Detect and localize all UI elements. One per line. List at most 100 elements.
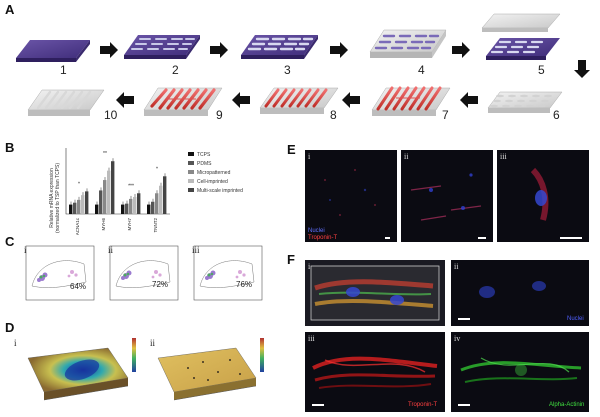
micrograph-f-iv-alpha-actinin-label: Alpha-Actinin bbox=[549, 402, 585, 408]
bar bbox=[85, 191, 89, 214]
x-tick-label: MYH7 bbox=[127, 218, 132, 231]
panel-c-ii-percentage: 72% bbox=[152, 280, 169, 289]
step-9-cell-alignment bbox=[143, 87, 223, 116]
significance-mark: ** bbox=[103, 151, 107, 157]
micrograph-f-iii-troponin-label: Troponin-T bbox=[408, 402, 438, 408]
panel-c-letter: C bbox=[5, 234, 15, 249]
bar bbox=[111, 161, 115, 214]
panel-e-letter: E bbox=[287, 142, 296, 157]
panel-d-ii-label: ii bbox=[150, 338, 156, 348]
bar bbox=[137, 193, 141, 214]
legend-swatch bbox=[188, 170, 194, 174]
panel-d-letter: D bbox=[5, 320, 15, 335]
step-2-seeded-substrate bbox=[124, 35, 200, 59]
scale-bar bbox=[458, 318, 470, 320]
panel-c-i-label: i bbox=[24, 245, 27, 255]
legend-swatch bbox=[188, 152, 194, 156]
process-arrows bbox=[100, 42, 590, 108]
bar bbox=[69, 204, 73, 214]
panel-e-ii-label: ii bbox=[404, 152, 409, 161]
micrograph-f-iv-image bbox=[460, 357, 582, 383]
legend-swatch bbox=[188, 188, 194, 192]
step-label-7: 7 bbox=[442, 108, 449, 122]
panel-f-i-label: i bbox=[308, 262, 311, 271]
panel-f-iii-label: iii bbox=[308, 334, 315, 343]
legend-label: PDMS bbox=[197, 161, 212, 167]
panel-a-letter: A bbox=[5, 2, 15, 17]
micrograph-e-i-nuclei-label: Nuclei bbox=[308, 228, 325, 234]
micrograph-f-ii-nuclei-label: Nuclei bbox=[567, 316, 584, 322]
micrograph-f-ii-image bbox=[479, 281, 546, 298]
panel-d-i-label: i bbox=[14, 338, 17, 348]
step-label-9: 9 bbox=[216, 108, 223, 122]
micrograph-f-ii bbox=[451, 260, 589, 326]
significance-mark: *** bbox=[128, 183, 134, 189]
micrograph-f-i-image bbox=[310, 265, 440, 321]
bar bbox=[129, 198, 133, 214]
bar bbox=[99, 190, 103, 214]
bar bbox=[151, 201, 155, 214]
step-3-patterned-substrate bbox=[241, 35, 318, 59]
panel-c-iii-label: iii bbox=[192, 245, 200, 255]
panel-f-letter: F bbox=[287, 252, 295, 267]
bar bbox=[133, 197, 137, 214]
panel-c-ii-label: ii bbox=[108, 245, 114, 255]
chart-ylabel-line2: (normalized to TSP than TCPS) bbox=[55, 163, 61, 233]
bar bbox=[73, 202, 77, 214]
significance-mark: * bbox=[156, 166, 158, 172]
panel-c-i-percentage: 64% bbox=[70, 282, 87, 291]
step-label-6: 6 bbox=[553, 108, 560, 122]
panel-f-ii-label: ii bbox=[454, 262, 459, 271]
legend-label: Multi-scale imprinted bbox=[197, 188, 243, 194]
bar bbox=[81, 195, 85, 214]
step-label-4: 4 bbox=[418, 63, 425, 77]
flow-plot-iii bbox=[193, 245, 263, 301]
flow-plot-i bbox=[25, 245, 95, 301]
step-5-mold-peeling bbox=[481, 13, 561, 60]
panel-f-iv-label: iv bbox=[454, 334, 461, 343]
x-tick-label: TNNT2 bbox=[153, 218, 158, 233]
flow-cytometry-plots bbox=[25, 245, 263, 301]
micrograph-e-ii bbox=[401, 150, 493, 242]
micrograph-f-iv bbox=[451, 332, 589, 412]
step-label-2: 2 bbox=[172, 63, 179, 77]
bar bbox=[155, 193, 159, 214]
legend-label: Micropatterned bbox=[197, 170, 231, 176]
step-7-cell-seeding bbox=[371, 86, 451, 116]
step-label-1: 1 bbox=[60, 63, 67, 77]
fabrication-schematic bbox=[16, 13, 590, 116]
bar bbox=[159, 185, 163, 214]
scale-bar bbox=[458, 404, 470, 406]
micrograph-e-ii-image bbox=[410, 173, 482, 221]
bar bbox=[95, 204, 99, 214]
panel-e-iii-label: iii bbox=[500, 152, 507, 161]
step-label-8: 8 bbox=[330, 108, 337, 122]
x-tick-label: CACNA1c bbox=[75, 217, 80, 235]
micrograph-e-i-troponin-label: Troponin-T bbox=[308, 235, 338, 241]
step-8-cell-culture bbox=[259, 87, 339, 114]
bar bbox=[147, 204, 151, 214]
scale-bar bbox=[385, 237, 390, 239]
step-10-final-substrate bbox=[27, 89, 105, 116]
micrograph-f-i bbox=[305, 260, 445, 326]
micrograph-e-i-image bbox=[324, 169, 376, 216]
micrograph-e-iii bbox=[497, 150, 589, 242]
chart-legend: TCPS PDMS Micropatterned Cell-imprinted Mult… bbox=[188, 152, 243, 194]
micrograph-e-i bbox=[305, 150, 397, 242]
flow-plot-ii bbox=[109, 245, 179, 301]
step-6-imprinted-mold bbox=[487, 91, 563, 113]
panel-c-iii-percentage: 76% bbox=[236, 280, 253, 289]
step-label-3: 3 bbox=[284, 63, 291, 77]
bar bbox=[121, 204, 125, 214]
step-1-substrate bbox=[16, 40, 90, 62]
scale-bar bbox=[312, 404, 324, 406]
chart-ylabel-line1: Relative mRNA expression bbox=[49, 168, 55, 228]
topography-plots bbox=[27, 338, 264, 401]
panel-e-i-label: i bbox=[308, 152, 311, 161]
mrna-bar-chart: CACNA1c * MYH6 ** MYH7 *** TNNT2 * Relative mRN… bbox=[49, 148, 243, 235]
bar bbox=[125, 203, 129, 214]
topography-plot-ii bbox=[157, 338, 264, 401]
step-label-5: 5 bbox=[538, 63, 545, 77]
scale-bar bbox=[560, 237, 582, 239]
significance-mark: * bbox=[78, 181, 80, 187]
